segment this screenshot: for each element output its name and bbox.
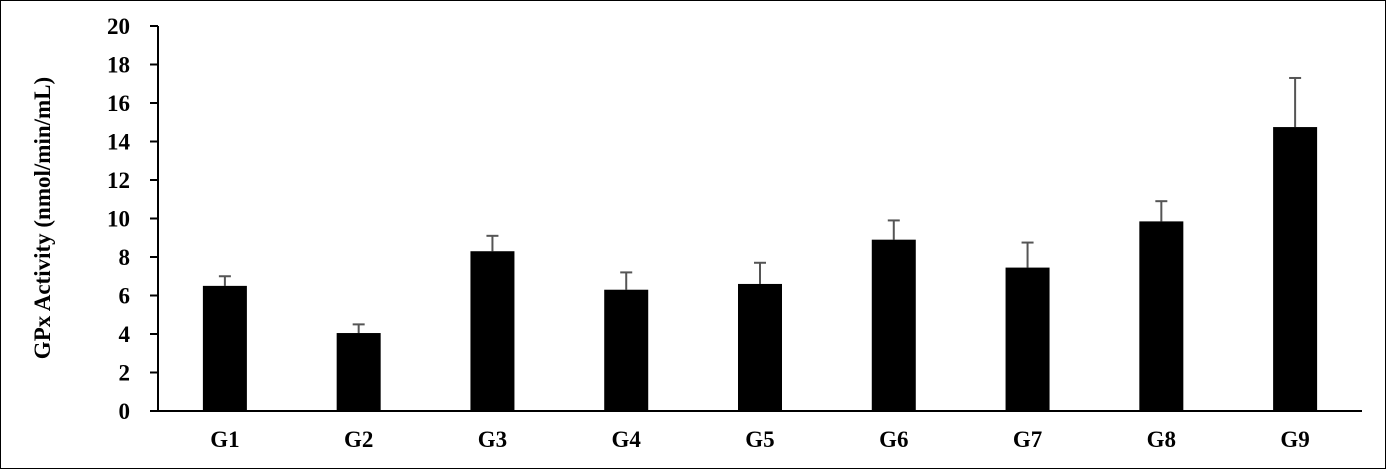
x-tick-label: G8 <box>1147 427 1176 452</box>
y-tick-label: 4 <box>119 322 131 347</box>
bar-g5 <box>738 283 782 411</box>
x-tick-label: G6 <box>879 427 908 452</box>
y-tick-label: 8 <box>119 245 131 270</box>
x-tick-label: G1 <box>210 427 239 452</box>
y-tick-label: 14 <box>107 130 131 155</box>
bar-g7 <box>1005 267 1050 411</box>
bar-g4 <box>604 289 649 411</box>
x-tick-label: G3 <box>478 427 507 452</box>
y-tick-label: 6 <box>119 284 131 309</box>
y-tick-label: 18 <box>107 53 130 78</box>
y-tick-label: 12 <box>107 168 130 193</box>
bar-g2 <box>336 333 381 411</box>
bar-g9 <box>1273 127 1318 411</box>
x-tick-label: G5 <box>745 427 774 452</box>
bar-g1 <box>202 285 247 411</box>
bar-g6 <box>871 239 916 411</box>
y-tick-label: 10 <box>107 207 130 232</box>
x-tick-label: G4 <box>612 427 642 452</box>
y-axis-label: GPx Activity (nmol/min/mL) <box>30 77 55 359</box>
bar-g3 <box>470 251 515 411</box>
y-tick-label: 2 <box>119 361 131 386</box>
x-tick-label: G7 <box>1013 427 1042 452</box>
x-tick-label: G9 <box>1280 427 1309 452</box>
y-tick-label: 0 <box>119 399 131 424</box>
x-tick-label: G2 <box>344 427 373 452</box>
y-tick-label: 20 <box>107 14 130 39</box>
y-tick-label: 16 <box>107 91 130 116</box>
bar-g8 <box>1139 221 1184 411</box>
